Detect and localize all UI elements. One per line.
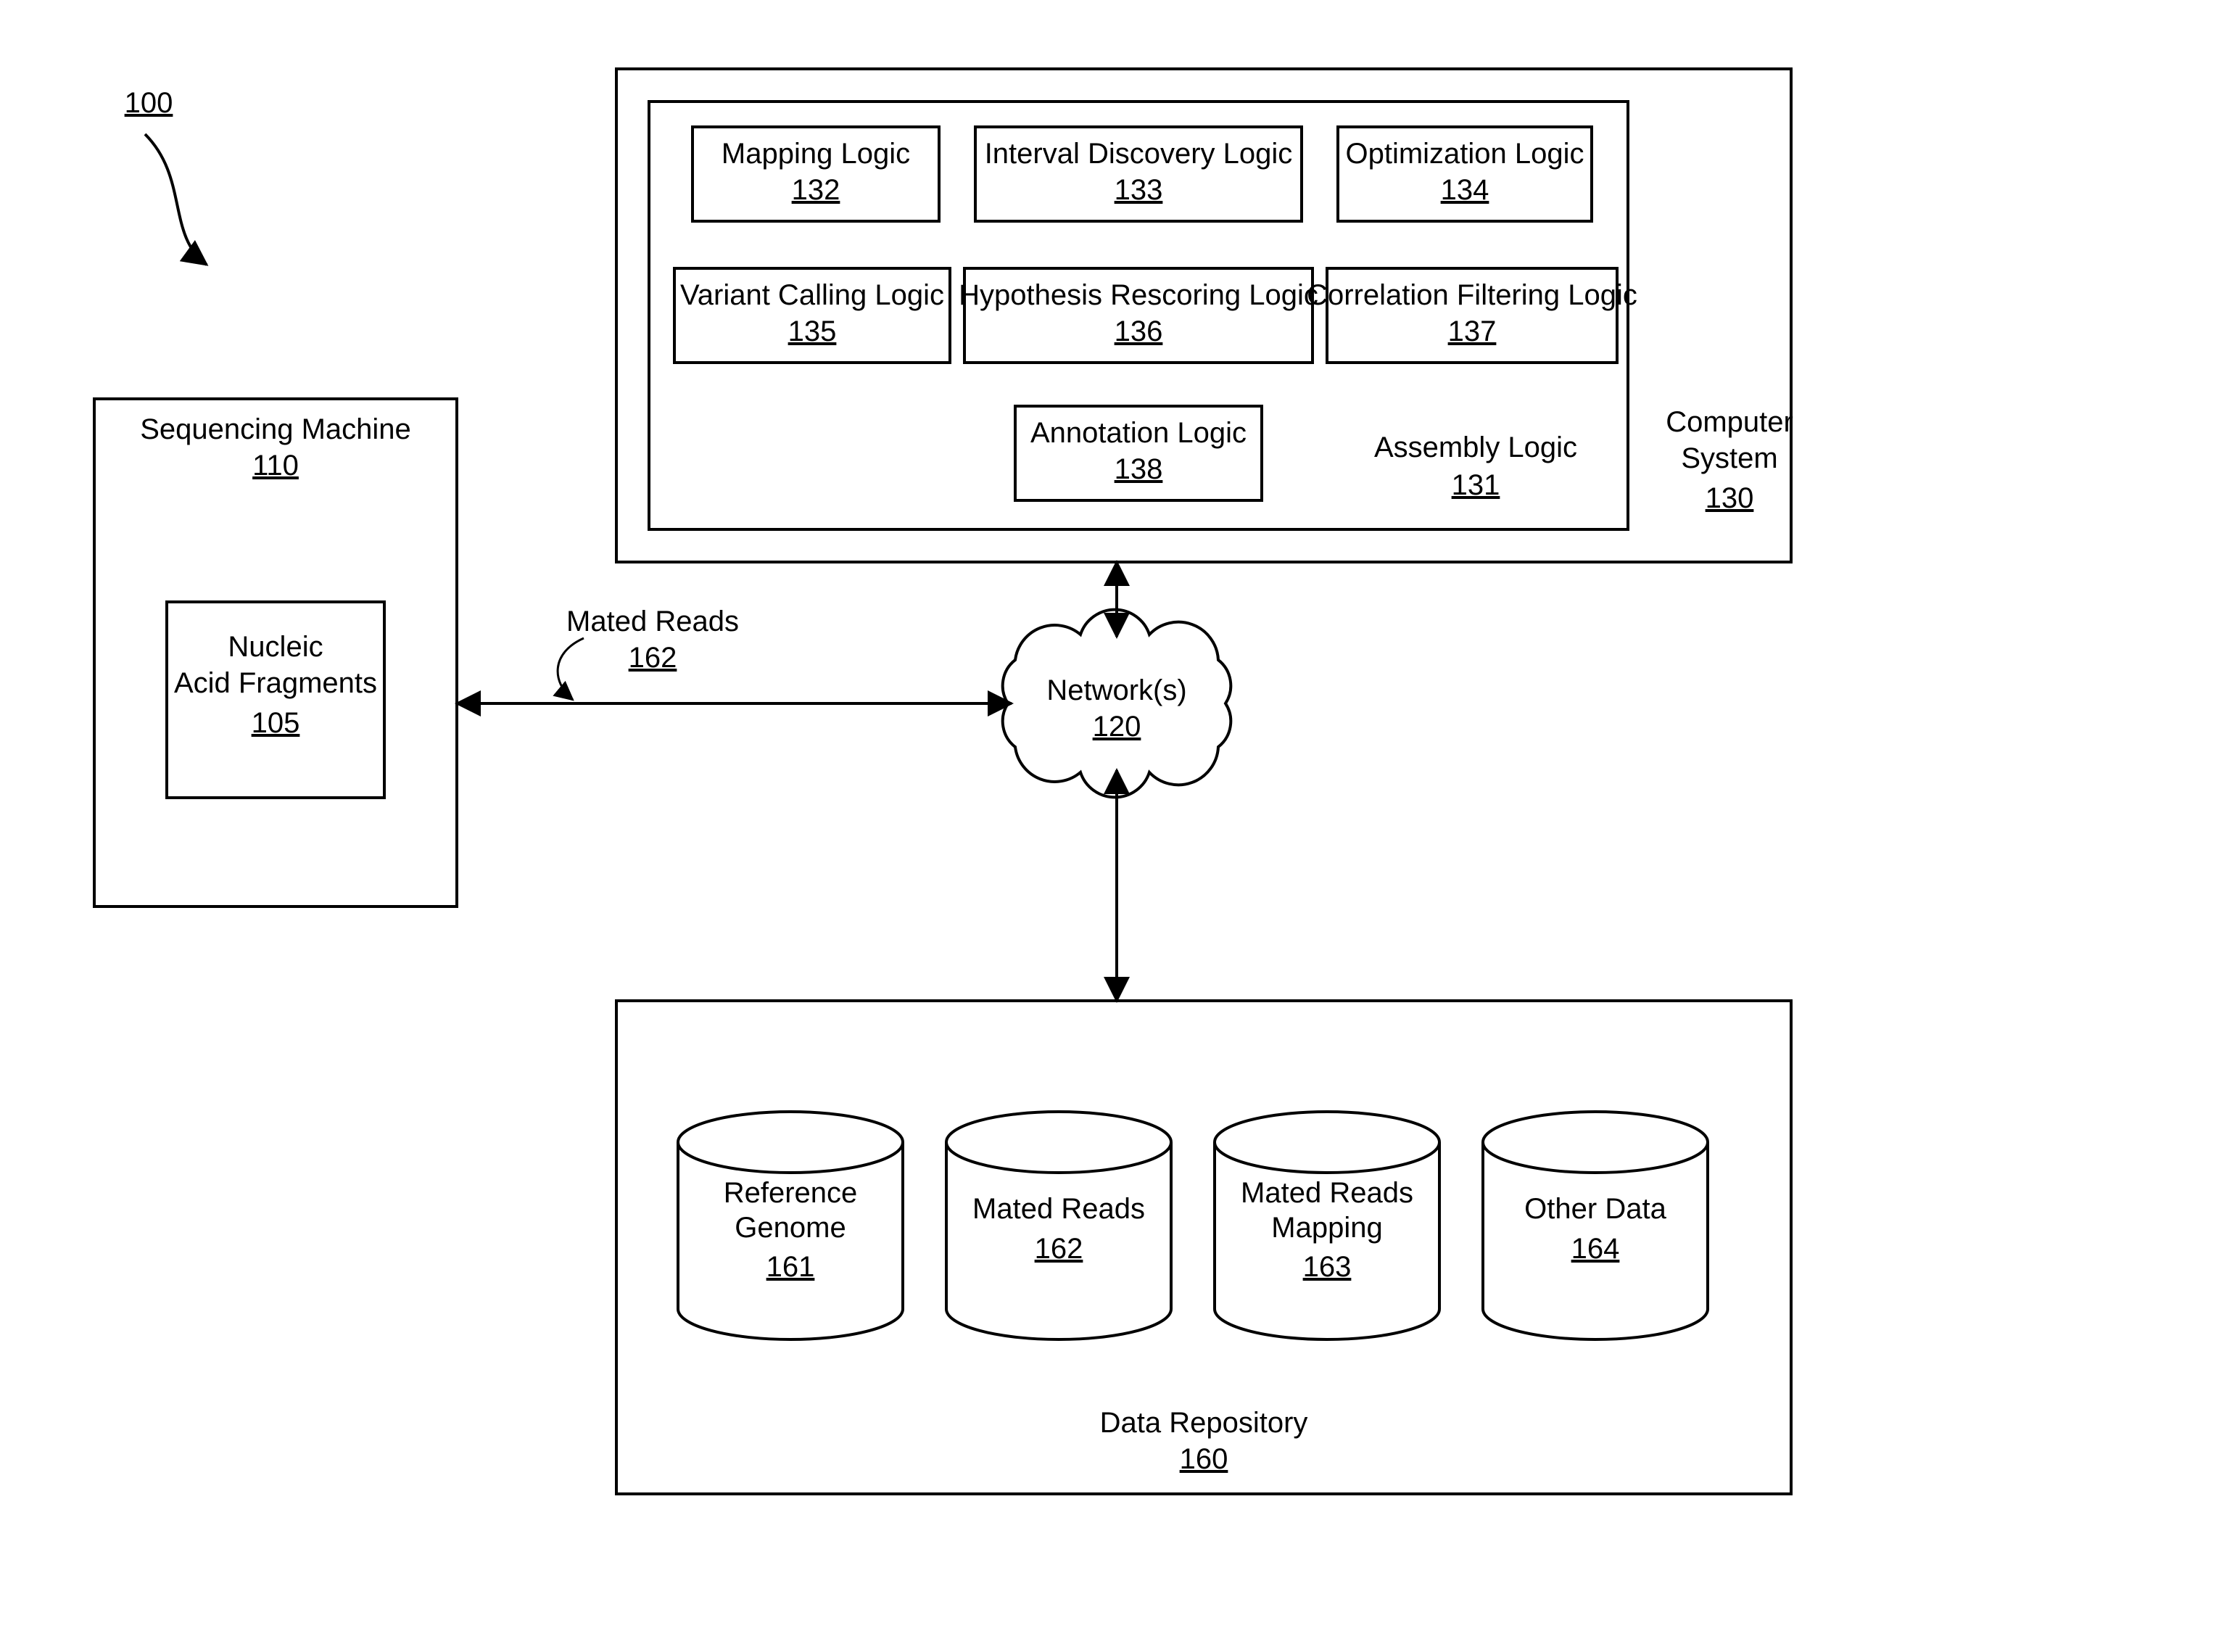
text-element: 130 [1706, 482, 1754, 514]
text-element: 162 [1035, 1233, 1083, 1265]
text-element: Assembly Logic [1374, 431, 1577, 463]
text-element: Hypothesis Rescoring Logic [959, 279, 1318, 311]
text-element: Mapping [1271, 1212, 1382, 1244]
text-element: 138 [1115, 453, 1163, 485]
text-element: 133 [1115, 174, 1163, 206]
sequencing-machine-ref: 110 [252, 450, 299, 482]
text-element: System [1681, 442, 1777, 474]
ellipse-element [678, 1112, 903, 1173]
text-element: Mated Reads [972, 1193, 1145, 1225]
ellipse-element [1483, 1112, 1708, 1173]
text-element: Variant Calling Logic [680, 279, 944, 311]
text-element: 132 [792, 174, 840, 206]
figure-ref-arrow [145, 134, 207, 265]
text-element: Mated Reads [566, 606, 739, 637]
text-element: 137 [1448, 315, 1497, 347]
text-element: Mapping Logic [722, 138, 910, 170]
text-element: Network(s) [1046, 674, 1186, 706]
text-element: Interval Discovery Logic [985, 138, 1293, 170]
text-element: Data Repository [1100, 1407, 1308, 1439]
text-element: 160 [1180, 1443, 1228, 1475]
text-element: 105 [252, 707, 300, 739]
text-element: 134 [1441, 174, 1489, 206]
text-element: 135 [788, 315, 837, 347]
ellipse-element [946, 1112, 1171, 1173]
text-element: 164 [1571, 1233, 1620, 1265]
text-element: Optimization Logic [1345, 138, 1584, 170]
sequencing-machine-label: Sequencing Machine [140, 413, 411, 445]
text-element: 161 [766, 1251, 815, 1283]
text-element: 163 [1303, 1251, 1352, 1283]
ellipse-element [1215, 1112, 1439, 1173]
text-element: 162 [629, 642, 677, 674]
text-element: Acid Fragments [174, 667, 377, 699]
figure-ref: 100 [125, 87, 173, 119]
path-element [558, 638, 584, 700]
text-element: Nucleic [228, 631, 323, 663]
text-element: Correlation Filtering Logic [1307, 279, 1637, 311]
text-element: 136 [1115, 315, 1163, 347]
text-element: 120 [1093, 711, 1141, 743]
text-element: Mated Reads [1241, 1177, 1413, 1209]
text-element: Annotation Logic [1030, 417, 1247, 449]
text-element: Computer [1666, 406, 1793, 438]
text-element: Genome [735, 1212, 846, 1244]
text-element: Other Data [1524, 1193, 1666, 1225]
text-element: 131 [1452, 469, 1500, 501]
text-element: Reference [724, 1177, 858, 1209]
